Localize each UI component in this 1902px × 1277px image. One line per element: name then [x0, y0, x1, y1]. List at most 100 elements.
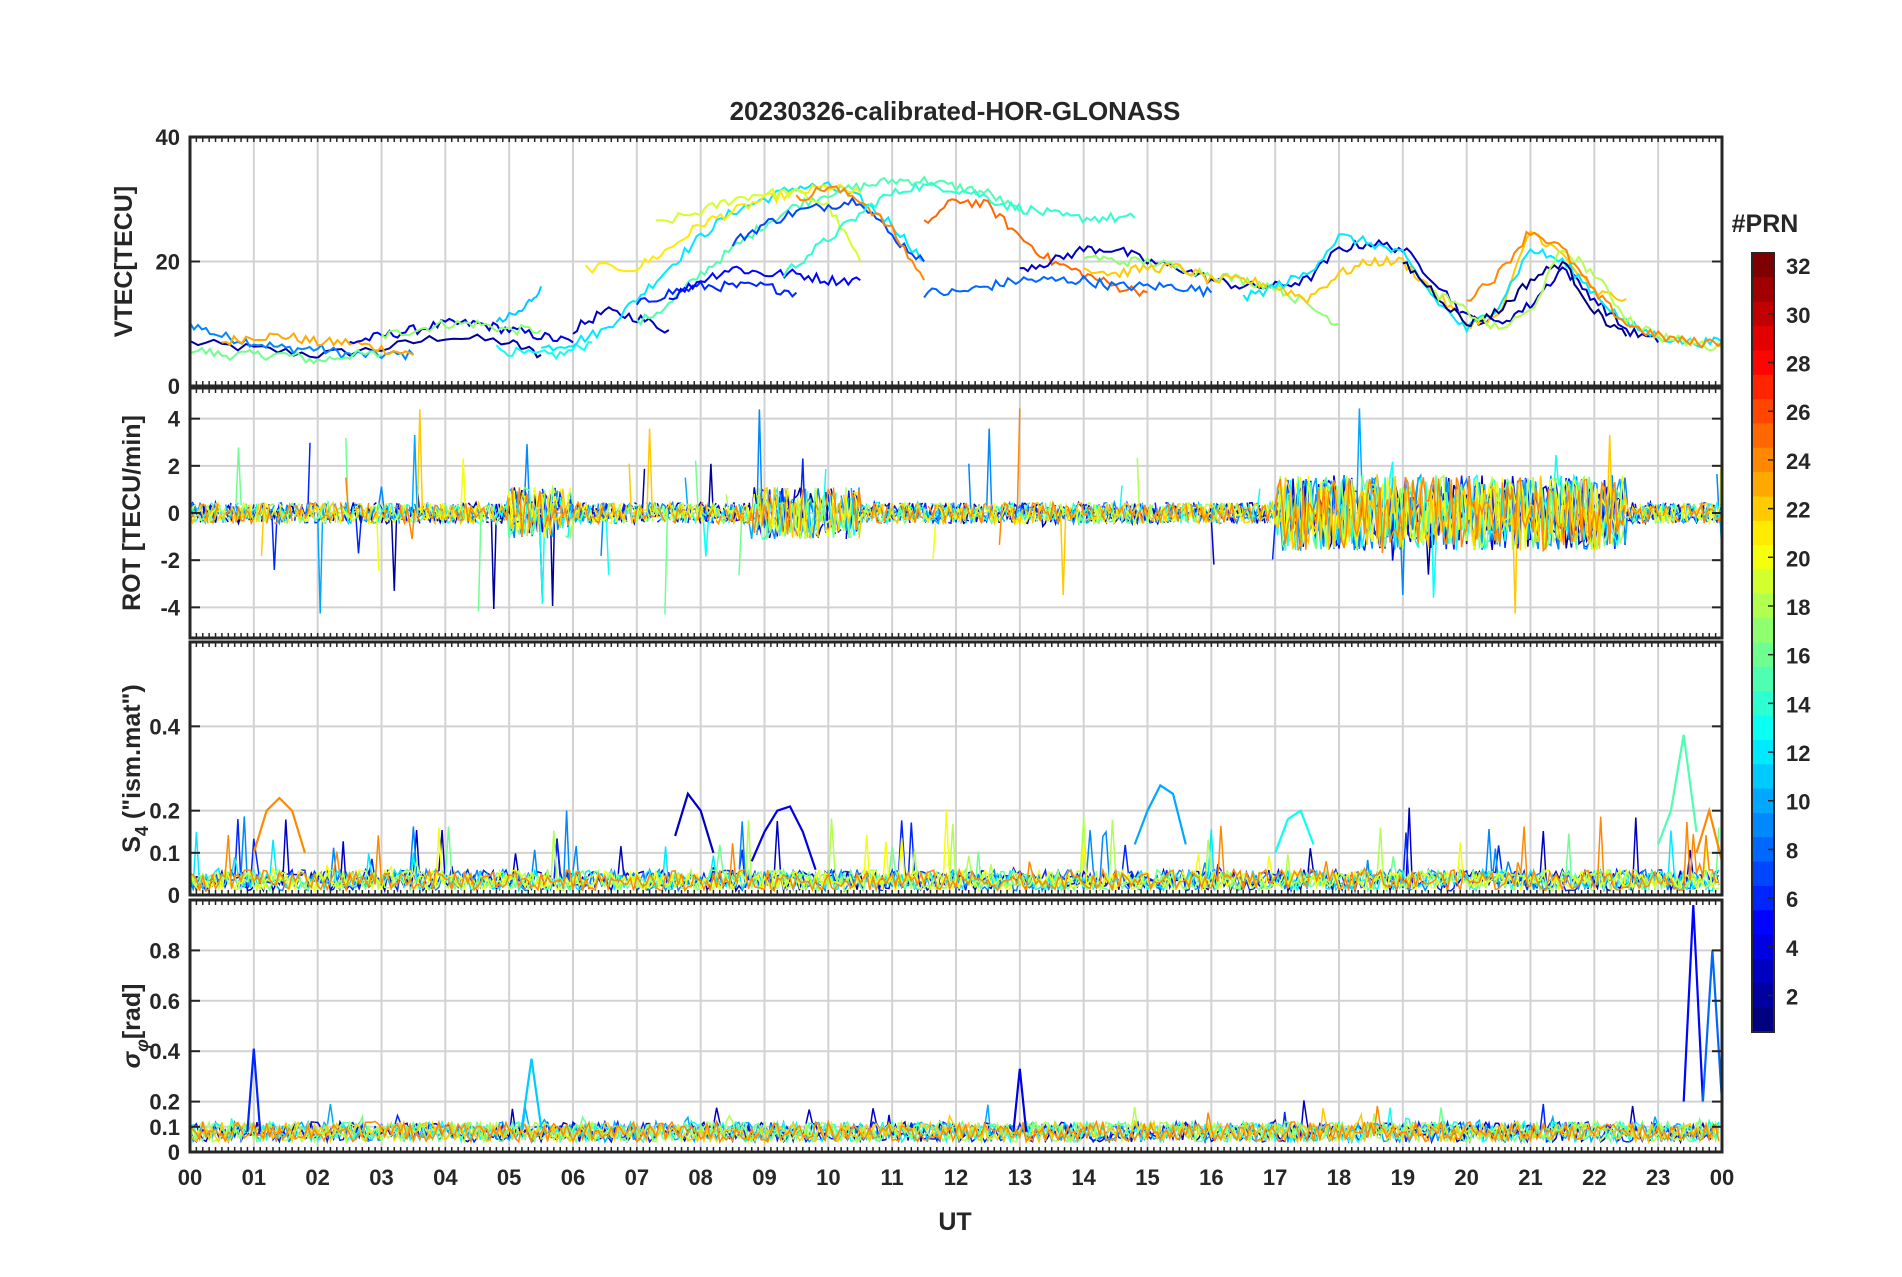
x-tick-label: 20 — [1454, 1165, 1478, 1190]
vtec-series-prn-9 — [190, 322, 415, 362]
x-tick-label: 02 — [305, 1165, 329, 1190]
colorbar-swatch — [1752, 934, 1774, 960]
y-tick-label: 0.8 — [149, 938, 180, 963]
colorbar-swatch — [1752, 885, 1774, 911]
colorbar-swatch — [1752, 447, 1774, 473]
y-axis-label-rest: [rad] — [118, 984, 146, 1040]
x-tick-label: 14 — [1071, 1165, 1096, 1190]
vtec-series-prn-2 — [190, 333, 542, 359]
colorbar-swatch — [1752, 1007, 1774, 1033]
y-tick-label: 0.6 — [149, 989, 180, 1014]
vtec-series-prn-3 — [1019, 238, 1660, 343]
y-tick-label: 0.2 — [149, 1090, 180, 1115]
x-tick-label: 05 — [497, 1165, 521, 1190]
colorbar-swatch — [1752, 374, 1774, 400]
x-axis-label: UT — [938, 1208, 971, 1236]
vtec-series-prn-1 — [1402, 260, 1628, 337]
y-axis-label-base: S — [118, 836, 146, 853]
y-tick-label: 0 — [168, 374, 180, 399]
x-tick-label: 06 — [561, 1165, 585, 1190]
x-tick-label: 00 — [1710, 1165, 1734, 1190]
panel-1: 4 2 0 -2 -4 ROT [TECU/min] — [118, 386, 1724, 640]
chart-title: 20230326-calibrated-HOR-GLONASS — [730, 96, 1181, 126]
sigma-noise-prn-22 — [190, 1108, 1720, 1145]
colorbar-swatch — [1752, 545, 1774, 570]
colorbar-label: #PRN — [1732, 210, 1799, 238]
colorbar-tick-label: 4 — [1786, 936, 1799, 961]
colorbar-swatch — [1752, 691, 1774, 717]
x-tick-label: 19 — [1391, 1165, 1415, 1190]
colorbar-tick-label: 12 — [1786, 741, 1810, 766]
colorbar-tick-label: 6 — [1786, 887, 1798, 912]
vtec-series-prn-14 — [782, 181, 1136, 278]
y-axis-label: σφ[rad] — [118, 984, 152, 1069]
panel-minor-ticks — [189, 388, 1723, 638]
y-axis-label: ROT [TECU/min] — [118, 415, 146, 611]
s4-event-prn-10 — [1133, 783, 1187, 845]
x-tick-label: 23 — [1646, 1165, 1670, 1190]
vtec-series-prn-19 — [655, 187, 862, 262]
vtec-series-prn-18 — [1433, 249, 1722, 352]
colorbar-swatch — [1752, 301, 1774, 327]
x-tick-label: 17 — [1263, 1165, 1287, 1190]
colorbar-tick-label: 10 — [1786, 790, 1810, 815]
x-tick-label: 13 — [1008, 1165, 1032, 1190]
y-tick-label: 20 — [156, 250, 180, 275]
panel-series — [190, 734, 1722, 894]
panel-minor-ticks — [189, 900, 1723, 1152]
x-tick-label: 11 — [881, 1165, 904, 1190]
vtec-series-prn-7 — [731, 196, 925, 263]
colorbar-swatch — [1752, 764, 1774, 790]
colorbar-tick-label: 28 — [1786, 352, 1810, 377]
x-tick-label: 15 — [1135, 1165, 1159, 1190]
y-tick-label: 0.2 — [149, 799, 180, 824]
panel-series — [190, 175, 1722, 365]
x-tick-label: 09 — [752, 1165, 776, 1190]
x-tick-label: 10 — [816, 1165, 840, 1190]
y-tick-label: 0 — [168, 1140, 180, 1165]
vtec-series-prn-24 — [1466, 230, 1722, 349]
colorbar-tick-label: 24 — [1786, 449, 1811, 474]
x-tick-label: 01 — [242, 1165, 266, 1190]
colorbar-tick-label: 26 — [1786, 400, 1810, 425]
vtec-series-prn-17 — [380, 318, 542, 341]
y-axis-label-sub: φ — [132, 1039, 152, 1052]
s4-event-prn-3 — [674, 791, 715, 854]
y-axis-label: VTEC[TECU] — [110, 186, 138, 337]
vtec-series-prn-6 — [635, 280, 798, 306]
y-tick-label: -4 — [160, 595, 180, 620]
colorbar-swatch — [1752, 837, 1774, 863]
vtec-series-prn-16 — [190, 346, 382, 365]
rot-series-prn-24 — [190, 408, 1722, 554]
colorbar-swatch — [1752, 593, 1774, 619]
colorbar-tick-label: 30 — [1786, 303, 1810, 328]
colorbar-tick-label: 18 — [1786, 595, 1810, 620]
y-tick-label: 0.1 — [149, 1115, 180, 1140]
y-axis-label-sub: 4 — [132, 826, 152, 836]
colorbar-swatch — [1752, 739, 1774, 765]
colorbar-swatch — [1752, 520, 1774, 546]
panel-series — [190, 904, 1722, 1145]
vtec-series-prn-12 — [540, 180, 925, 352]
colorbar-swatch — [1752, 350, 1774, 376]
s4-event-prn-13 — [1274, 809, 1315, 854]
x-tick-label: 08 — [688, 1165, 712, 1190]
colorbar-tick-label: 14 — [1786, 692, 1811, 717]
y-tick-label: 0.4 — [149, 1039, 180, 1064]
x-tick-label: 22 — [1582, 1165, 1606, 1190]
colorbar-swatch — [1752, 788, 1774, 814]
y-tick-label: 2 — [168, 454, 180, 479]
colorbar-frame — [1751, 252, 1775, 1033]
colorbar-swatch — [1752, 812, 1774, 838]
colorbar-swatch — [1752, 472, 1774, 497]
vtec-series-prn-11 — [495, 286, 543, 323]
x-tick-label: 21 — [1518, 1165, 1542, 1190]
s4-noise-prn-24 — [190, 816, 1719, 894]
colorbar-tick-label: 8 — [1786, 838, 1798, 863]
colorbar-swatch — [1752, 983, 1774, 1009]
panel-minor-ticks — [189, 642, 1723, 895]
colorbar-swatch — [1752, 326, 1774, 351]
